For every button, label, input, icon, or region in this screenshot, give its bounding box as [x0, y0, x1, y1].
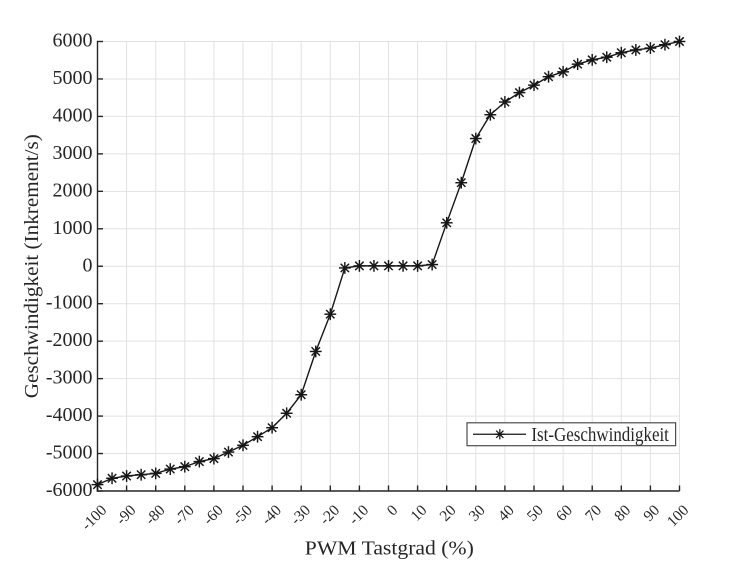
svg-text:3000: 3000	[53, 142, 93, 164]
svg-text:-5000: -5000	[46, 442, 93, 464]
svg-text:-1000: -1000	[46, 292, 93, 314]
svg-text:0: 0	[83, 254, 93, 276]
svg-text:Ist-Geschwindigkeit: Ist-Geschwindigkeit	[531, 424, 669, 446]
svg-text:1000: 1000	[53, 217, 93, 239]
svg-text:4000: 4000	[53, 104, 93, 126]
svg-text:-3000: -3000	[46, 367, 93, 389]
svg-text:2000: 2000	[53, 179, 93, 201]
svg-text:-6000: -6000	[46, 479, 93, 501]
svg-text:-4000: -4000	[46, 404, 93, 426]
svg-text:Geschwindigkeit (Inkrement/s): Geschwindigkeit (Inkrement/s)	[21, 134, 43, 398]
svg-text:PWM Tastgrad (%): PWM Tastgrad (%)	[305, 538, 474, 560]
svg-text:6000: 6000	[53, 30, 93, 52]
svg-text:5000: 5000	[53, 67, 93, 89]
svg-text:-2000: -2000	[46, 329, 93, 351]
